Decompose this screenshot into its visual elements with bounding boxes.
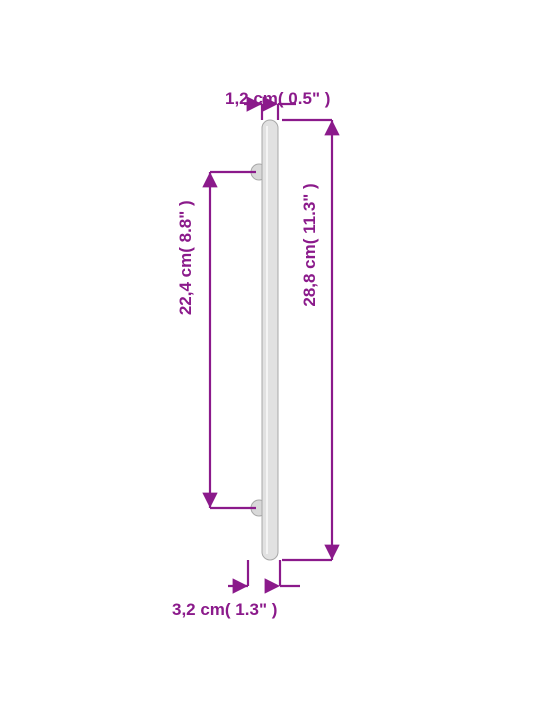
- outer-height-label: 28,8 cm( 11.3" ): [300, 183, 320, 306]
- inner-height-label: 22,4 cm( 8.8" ): [176, 200, 196, 315]
- depth-label: 3,2 cm( 1.3" ): [172, 600, 277, 620]
- diameter-label: 1,2 cm( 0.5" ): [225, 89, 330, 109]
